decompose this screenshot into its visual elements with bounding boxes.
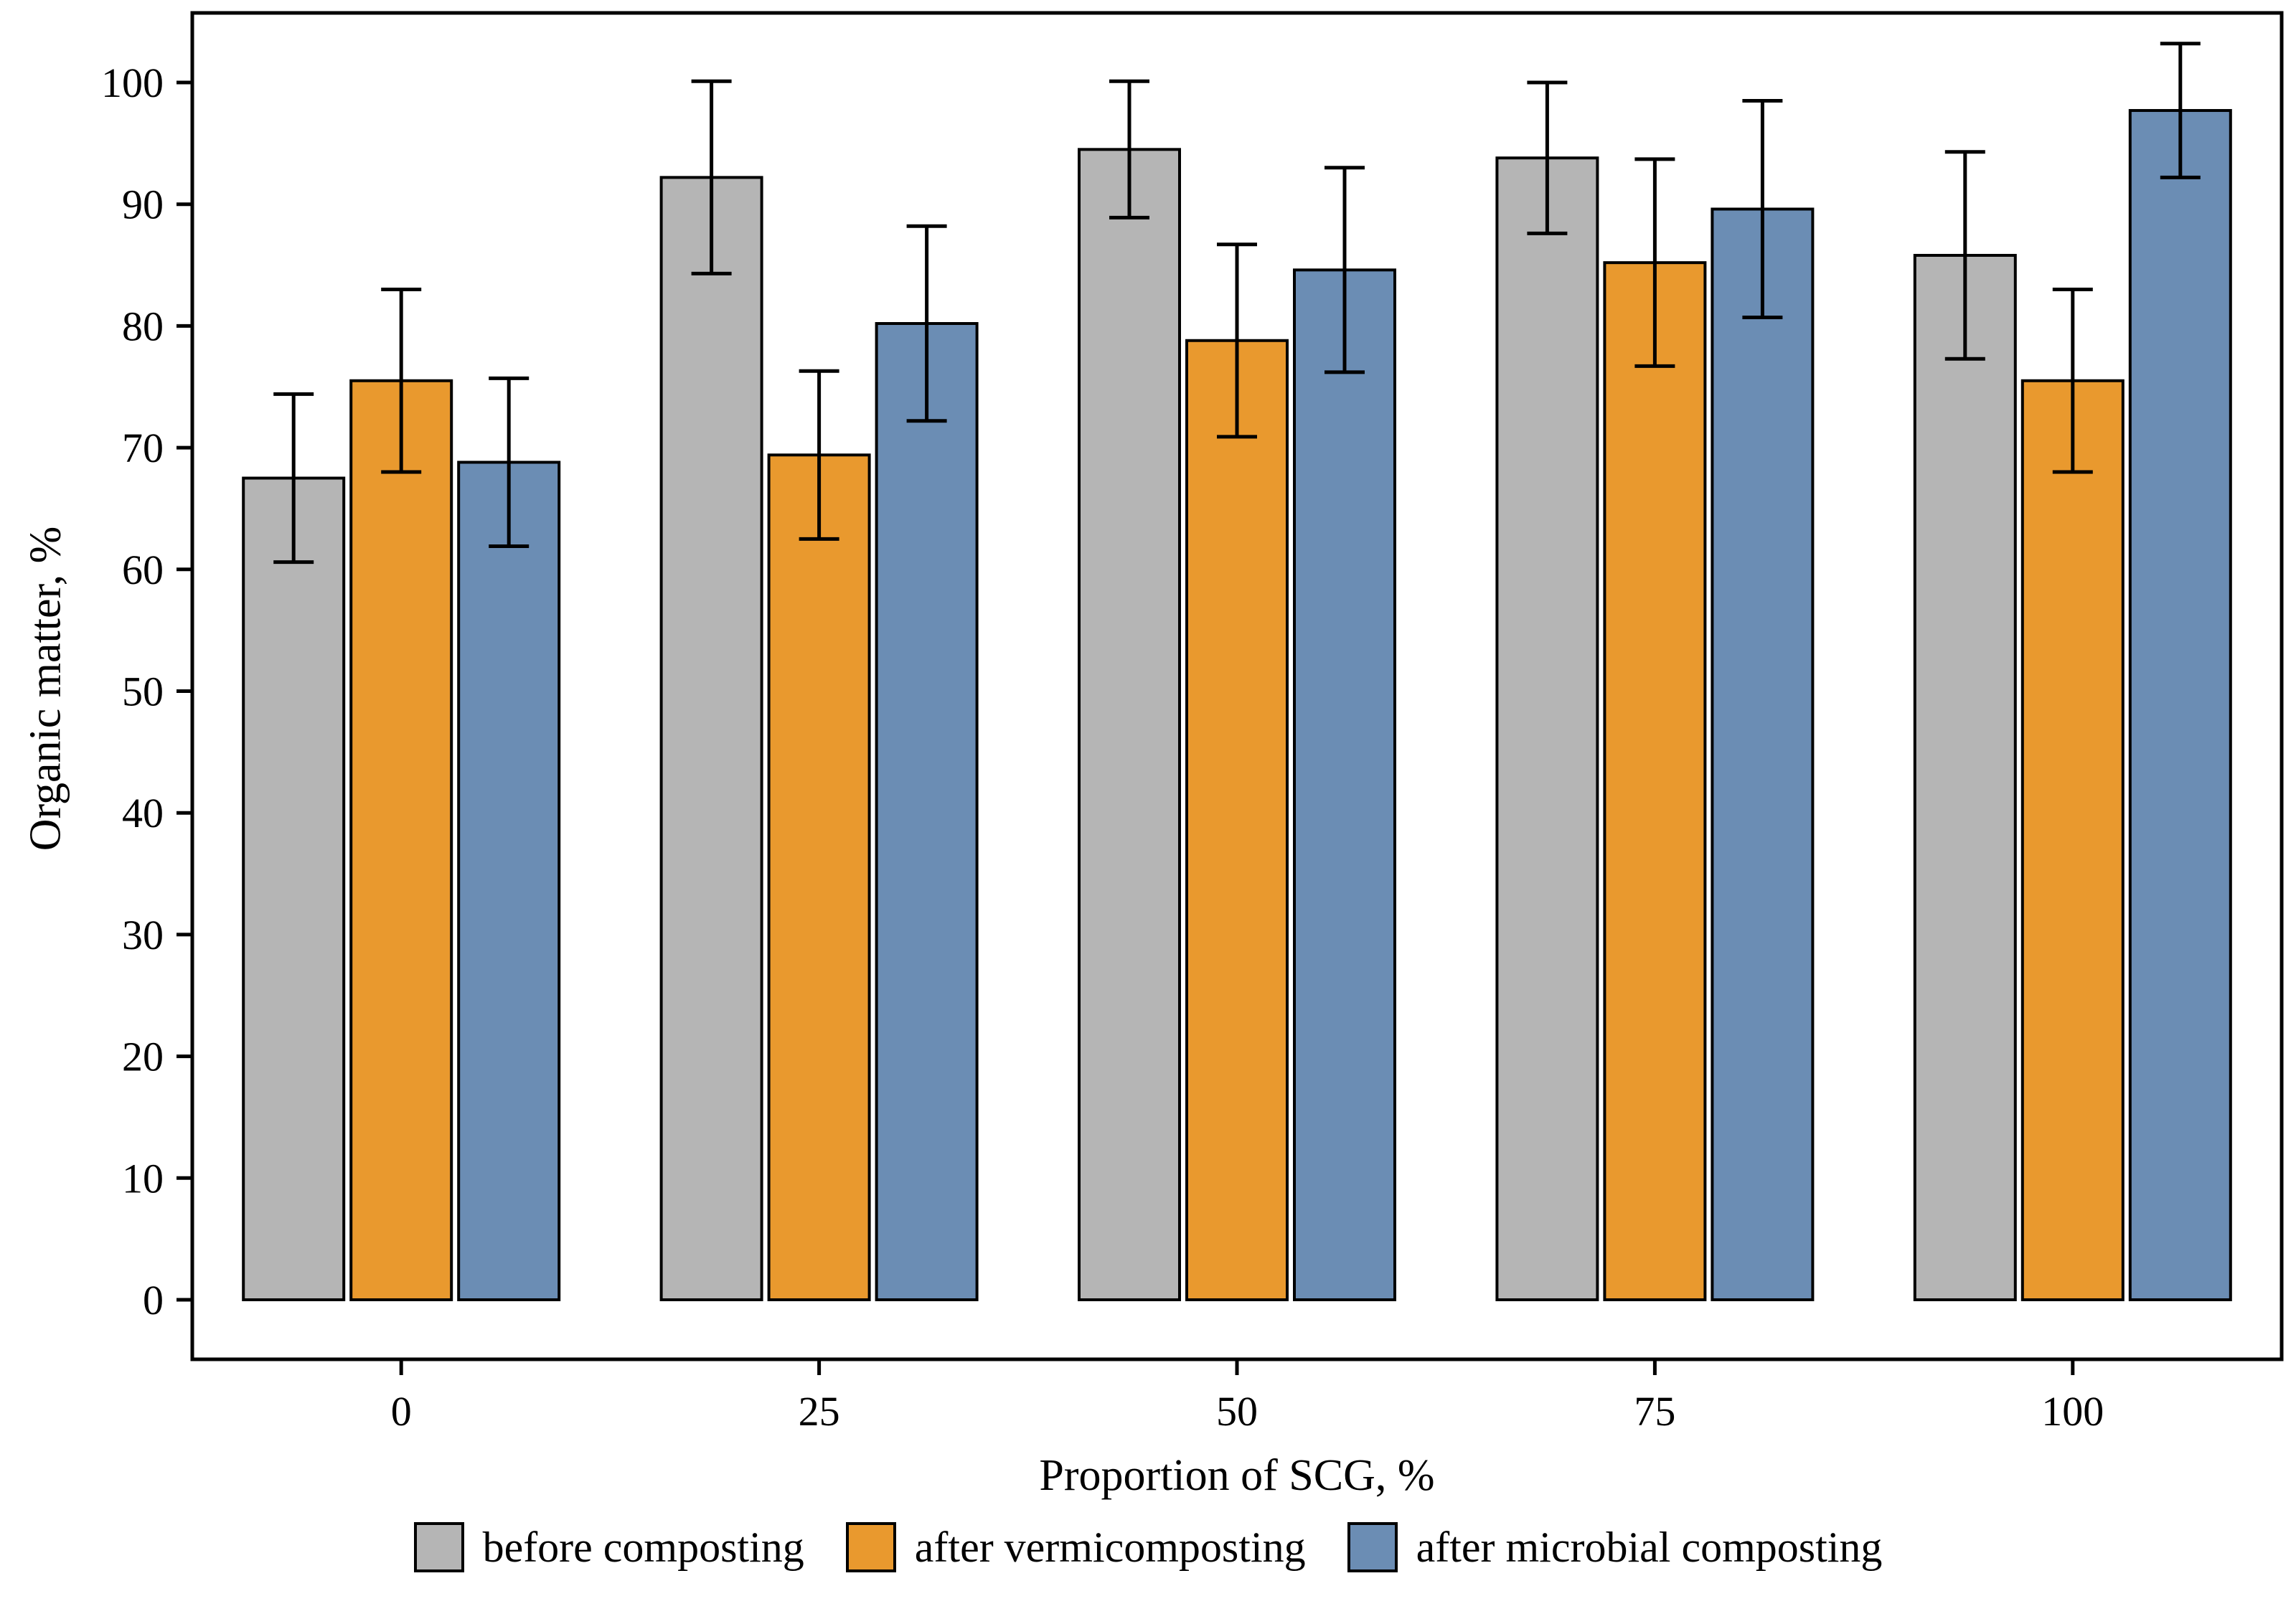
x-tick-label: 75 <box>1634 1388 1675 1435</box>
y-tick-label: 10 <box>122 1155 164 1202</box>
legend-swatch-after-microbial-composting <box>1347 1522 1398 1572</box>
y-tick-label: 90 <box>122 181 164 228</box>
bar <box>2020 379 2125 1301</box>
bar <box>1711 207 1815 1301</box>
legend: before composting after vermicomposting … <box>0 1522 2296 1572</box>
bar <box>875 322 979 1302</box>
legend-entry-after-vermicomposting: after vermicomposting <box>845 1522 1306 1572</box>
y-tick-label: 80 <box>122 303 164 349</box>
bar <box>349 379 453 1301</box>
legend-entry-before-composting: before composting <box>413 1522 804 1572</box>
bar <box>242 476 346 1301</box>
legend-swatch-before-composting <box>413 1522 464 1572</box>
x-tick-label: 100 <box>2041 1388 2104 1435</box>
x-tick-label: 0 <box>391 1388 412 1435</box>
bar <box>1078 148 1181 1302</box>
bar <box>659 176 763 1302</box>
bar <box>1185 339 1289 1301</box>
y-tick-label: 20 <box>122 1034 164 1080</box>
bar <box>1603 261 1707 1301</box>
legend-label-after-vermicomposting: after vermicomposting <box>914 1523 1306 1571</box>
legend-swatch-after-vermicomposting <box>845 1522 896 1572</box>
x-axis-title: Proportion of SCG, % <box>1039 1451 1435 1500</box>
bar <box>767 453 871 1301</box>
bar <box>1293 268 1396 1301</box>
y-tick-label: 30 <box>122 912 164 958</box>
bar <box>1495 156 1599 1302</box>
bar <box>457 461 561 1301</box>
y-tick-label: 60 <box>122 547 164 593</box>
x-tick-label: 25 <box>799 1388 840 1435</box>
y-tick-label: 50 <box>122 669 164 715</box>
bar <box>2128 109 2232 1301</box>
legend-label-after-microbial-composting: after microbial composting <box>1416 1523 1883 1571</box>
y-axis-title: Organic matter, % <box>21 526 70 851</box>
x-tick-label: 50 <box>1216 1388 1258 1435</box>
legend-label-before-composting: before composting <box>482 1523 804 1571</box>
y-tick-label: 70 <box>122 425 164 471</box>
y-tick-label: 0 <box>143 1277 164 1323</box>
legend-entry-after-microbial-composting: after microbial composting <box>1347 1522 1883 1572</box>
bar <box>1913 253 2017 1301</box>
y-tick-label: 100 <box>101 60 164 106</box>
y-tick-label: 40 <box>122 790 164 836</box>
plot-area: 0 10 20 30 40 50 60 70 80 90 100 0 25 50 75 100 <box>101 11 2284 1435</box>
